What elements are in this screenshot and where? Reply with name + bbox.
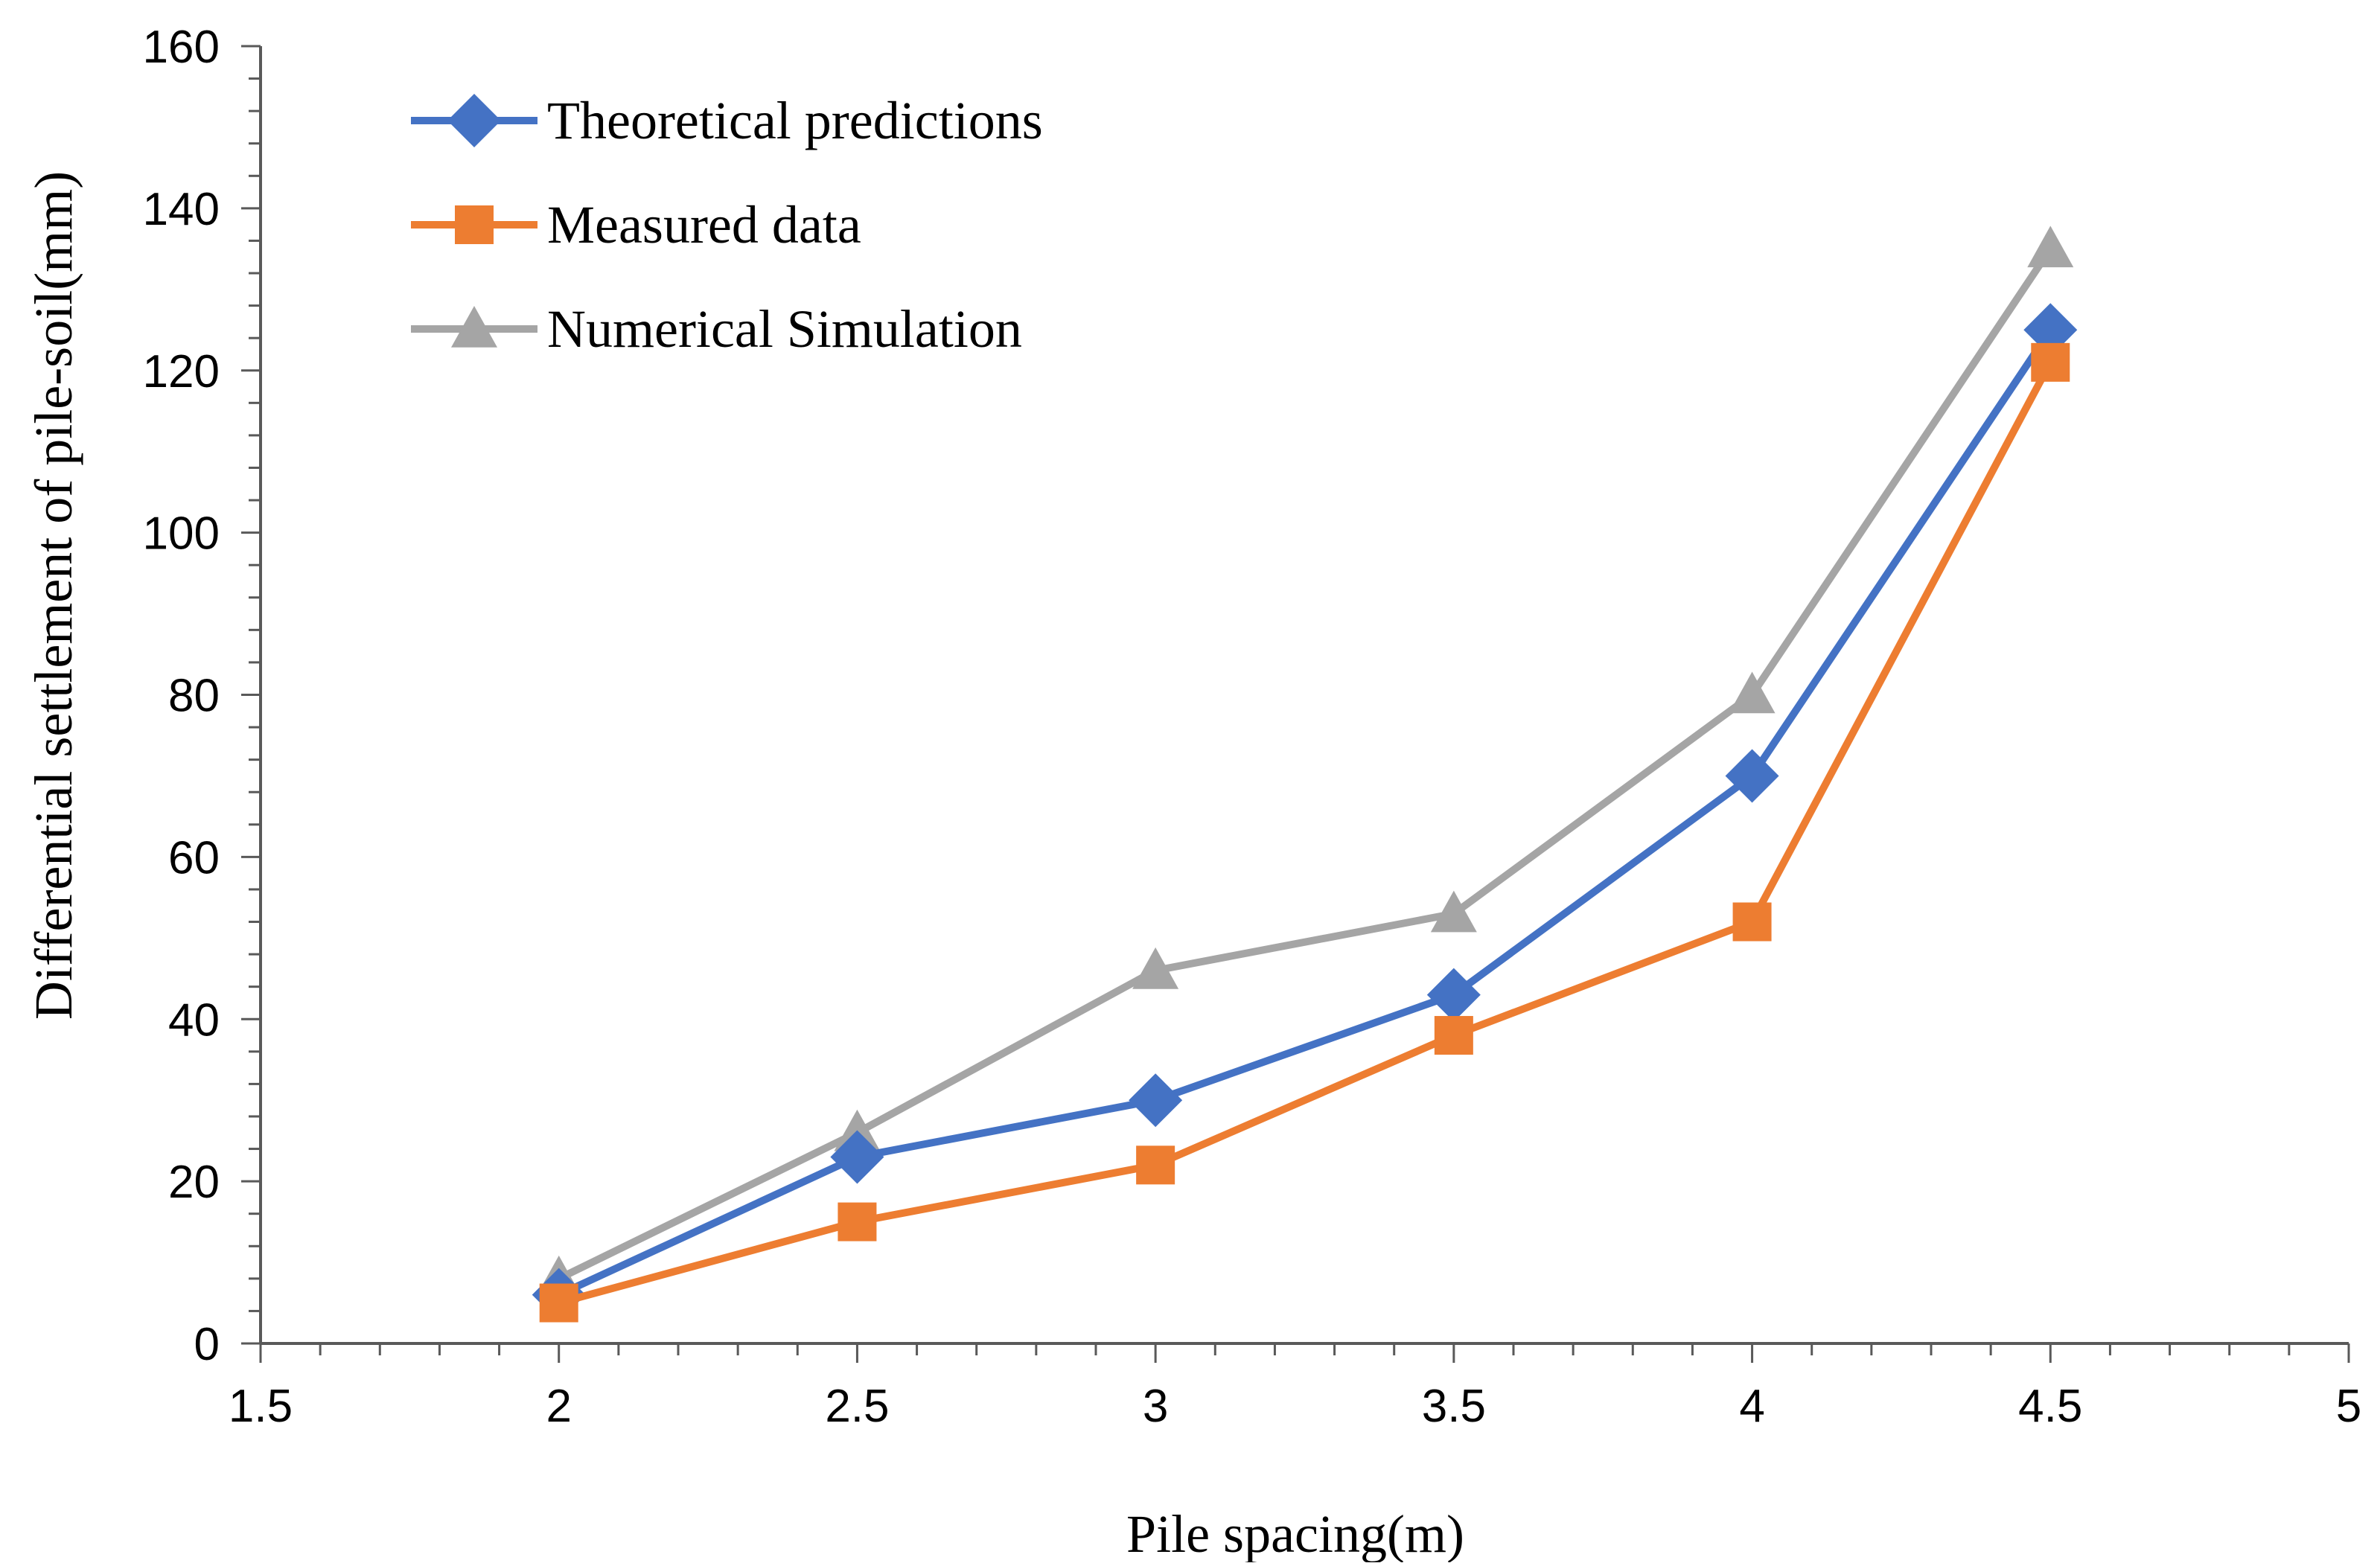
legend-marker: [447, 94, 501, 147]
data-point: [2027, 226, 2074, 268]
y-tick-label: 100: [143, 508, 220, 560]
y-tick-label: 120: [143, 346, 220, 397]
data-point: [1430, 890, 1477, 933]
y-axis-title: Differential settlement of pile-soil(mm): [24, 171, 83, 1020]
data-point: [1725, 749, 1779, 803]
y-tick-label: 0: [194, 1319, 220, 1370]
x-tick-label: 2: [546, 1381, 571, 1432]
series-line: [555, 358, 2055, 1307]
legend-label: Numerical Simulation: [547, 299, 1022, 359]
series-diamond: [532, 303, 2078, 1322]
x-tick-label: 1.5: [229, 1381, 293, 1432]
legend-item: Measured data: [411, 195, 861, 255]
series-line: [555, 326, 2055, 1299]
x-tick-label: 3: [1143, 1381, 1168, 1432]
x-tick-label: 4.5: [2018, 1381, 2082, 1432]
data-point: [838, 1202, 877, 1241]
y-tick-label: 80: [168, 671, 220, 722]
legend-item: Numerical Simulation: [411, 299, 1022, 359]
legend-label: Theoretical predictions: [547, 91, 1043, 150]
y-tick-label: 140: [143, 184, 220, 235]
x-tick-label: 5: [2336, 1381, 2361, 1432]
series-line: [555, 245, 2055, 1282]
data-point: [1426, 968, 1481, 1022]
x-tick-label: 4: [1739, 1381, 1764, 1432]
x-axis-title: Pile spacing(m): [1126, 1504, 1464, 1562]
data-point: [1136, 1145, 1175, 1185]
y-tick-label: 20: [168, 1157, 220, 1208]
y-tick-label: 160: [143, 22, 220, 73]
legend-marker: [455, 205, 494, 244]
data-point: [830, 1130, 884, 1184]
data-point: [1129, 1073, 1183, 1128]
data-point: [2031, 342, 2070, 382]
data-point: [1434, 1016, 1473, 1055]
series-layer: [532, 226, 2078, 1323]
x-tick-label: 2.5: [825, 1381, 889, 1432]
series-triangle: [535, 226, 2074, 1297]
data-point: [1132, 947, 1179, 989]
y-tick-label: 40: [168, 994, 220, 1046]
data-point: [539, 1283, 578, 1323]
legend: Theoretical predictions Measured data Nume…: [411, 91, 1043, 359]
data-point: [1732, 902, 1772, 942]
legend-label: Measured data: [547, 195, 861, 255]
series-square: [539, 342, 2070, 1323]
legend-item: Theoretical predictions: [411, 91, 1043, 150]
data-point: [1729, 671, 1776, 714]
legend-marker: [451, 306, 497, 348]
axes: 0 20 40 60 80 100 120 140 160 1.5 2 2.5 3 3.5 4 4.5 5: [143, 22, 2362, 1432]
y-tick-label: 60: [168, 832, 220, 883]
x-tick-label: 3.5: [1422, 1381, 1486, 1432]
